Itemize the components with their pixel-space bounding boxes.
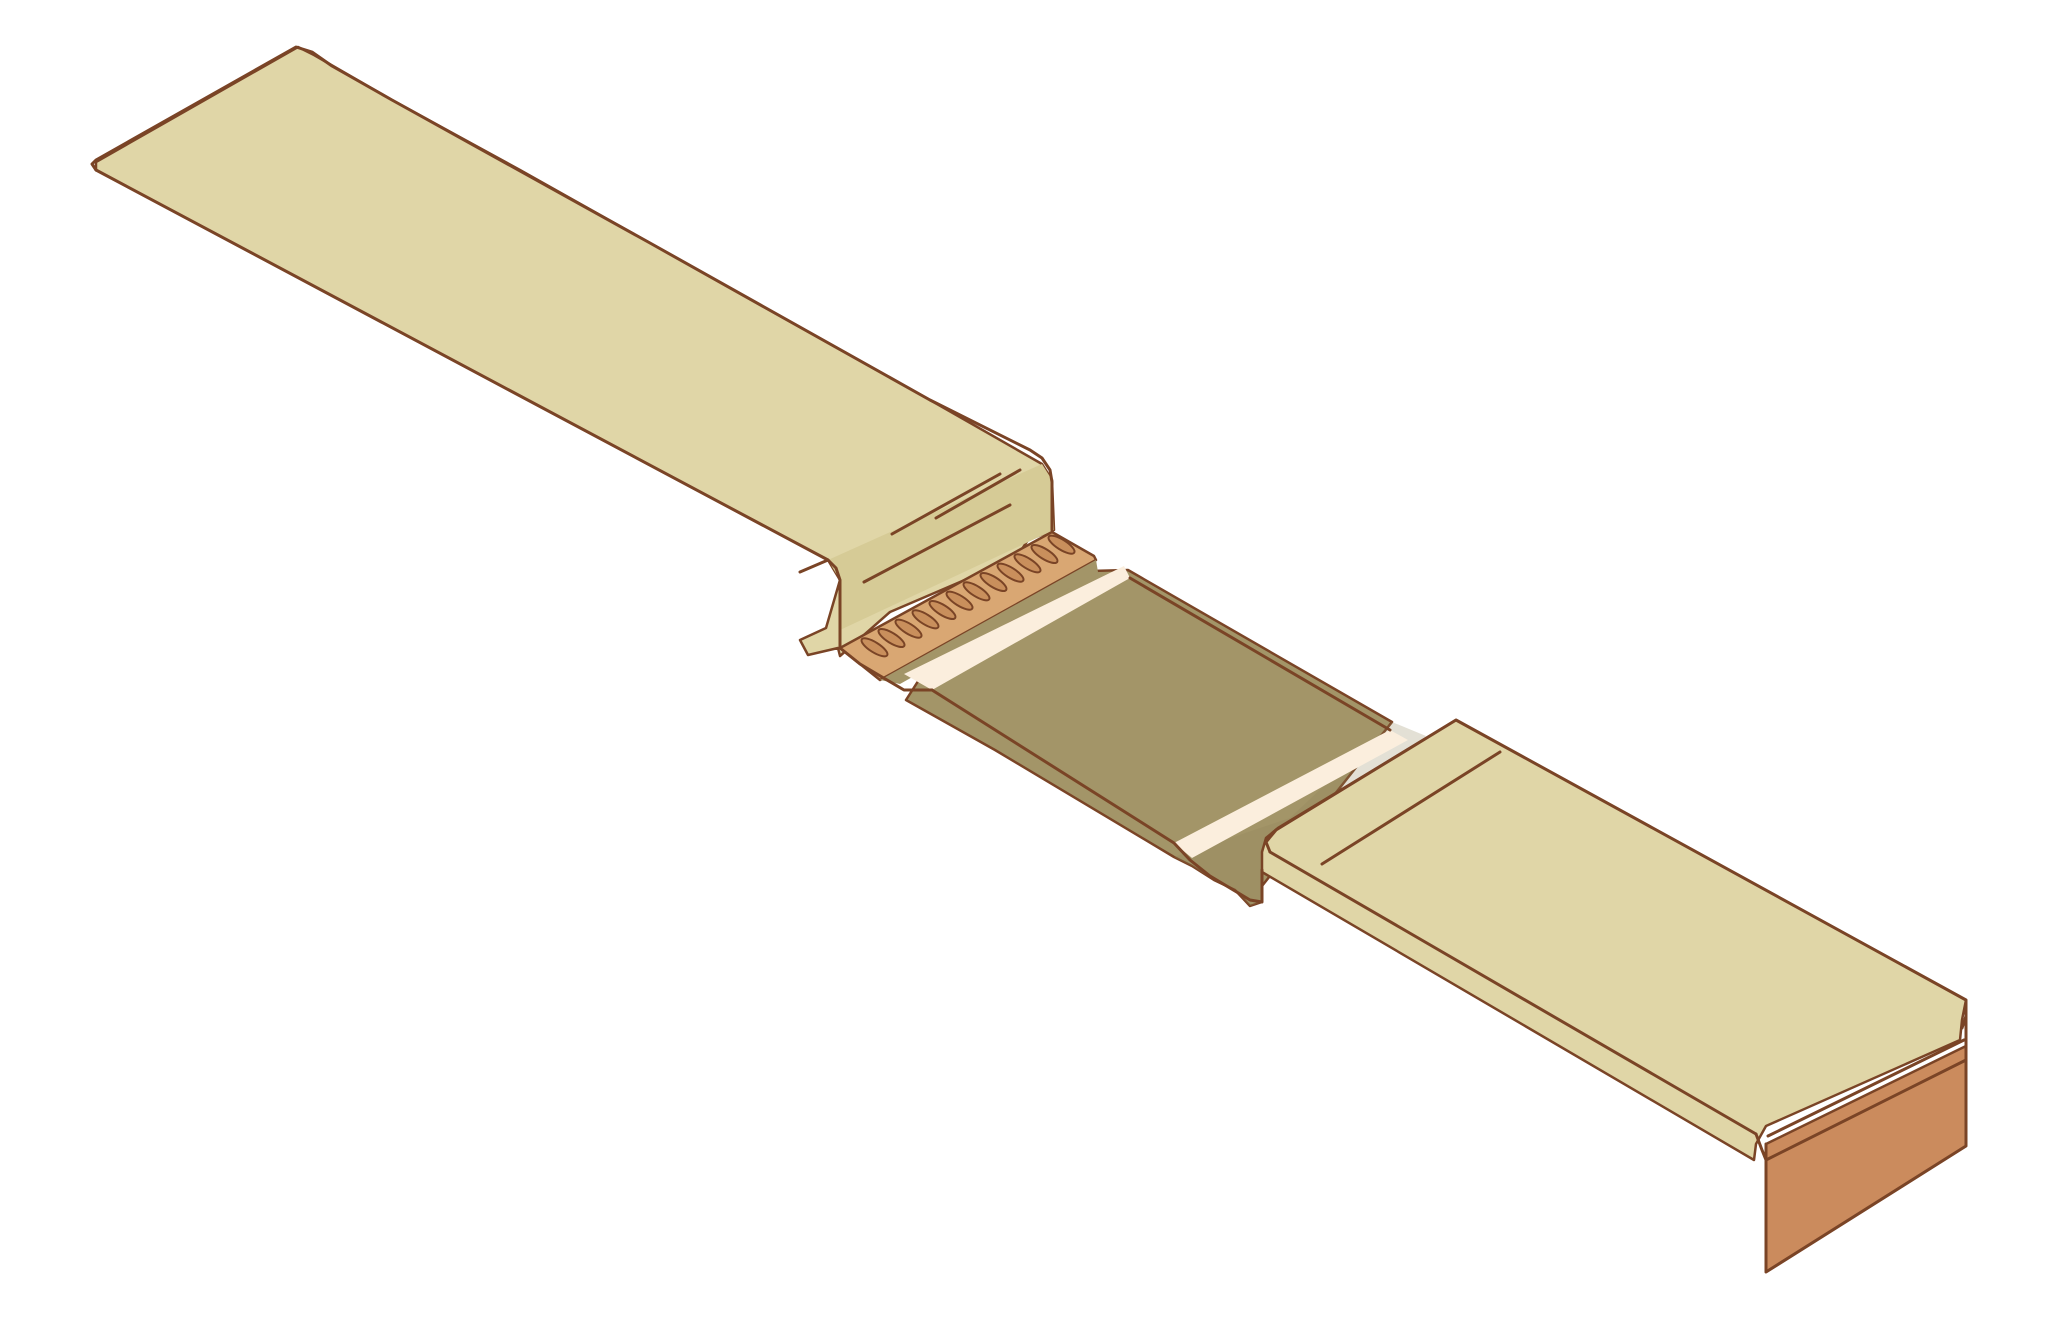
left-ramp-lower-edge	[94, 168, 830, 562]
right-ramp-crease-2	[1766, 1038, 1966, 1138]
right-ramp-surface	[1260, 718, 1968, 1162]
grate-slot	[928, 599, 957, 621]
center-panel-edges	[838, 576, 1392, 904]
drain-grate-lip	[880, 560, 1098, 684]
center-panel-lower-edge	[930, 688, 1264, 904]
grate-slot	[1013, 553, 1042, 574]
stripe-left	[904, 566, 1130, 690]
left-ramp-crease-2	[862, 503, 1012, 584]
grate-slot	[1030, 543, 1059, 565]
drain-grate-slots	[860, 534, 1076, 658]
end-face	[1754, 1014, 1968, 1274]
grate-slot	[877, 627, 906, 649]
left-ramp-fold	[828, 464, 1054, 630]
left-ramp-outline	[90, 45, 1054, 532]
grate-slot	[979, 571, 1008, 593]
drain-grate	[838, 530, 1098, 684]
grate-slot	[1047, 534, 1076, 555]
right-ramp-lower-edge	[1268, 850, 1758, 1136]
center-panel-upper-edge	[1128, 576, 1392, 732]
stripe-right	[1174, 730, 1408, 858]
right-ramp-crease-1	[1320, 750, 1502, 866]
light-stripes	[904, 566, 1408, 858]
grate-slot	[996, 562, 1025, 583]
grate-slot	[860, 637, 889, 658]
left-base-edge	[838, 646, 934, 692]
grate-slot	[945, 590, 974, 611]
grate-slot	[962, 581, 991, 602]
left-ramp-crease-3	[934, 468, 1022, 520]
end-face-lip	[1754, 1058, 1968, 1162]
grate-slot	[911, 609, 940, 630]
end-face-outline	[1764, 1014, 1968, 1274]
left-ramp	[90, 45, 1056, 658]
grate-slot	[894, 618, 923, 639]
left-ramp-fold-lip	[798, 558, 842, 650]
right-ramp	[1260, 718, 1968, 1162]
left-ramp-crease-1	[890, 472, 1002, 536]
